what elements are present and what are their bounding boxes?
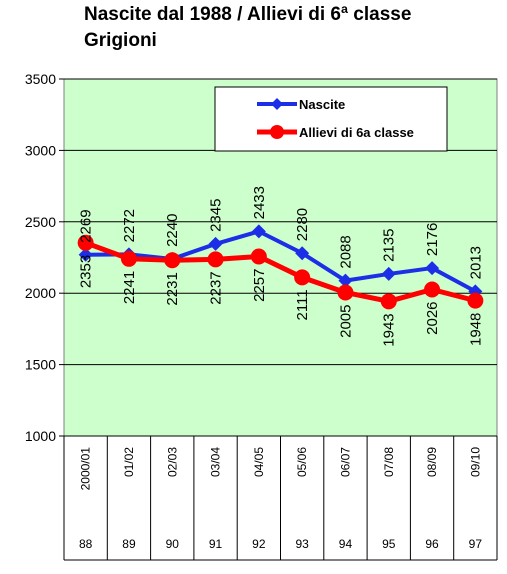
y-tick-label: 1000 [25, 428, 56, 444]
y-tick-label: 2000 [25, 285, 56, 301]
data-label: 2257 [251, 269, 268, 302]
x-tick-label: 04/05 [252, 447, 266, 477]
data-point [120, 250, 137, 267]
data-point [381, 266, 396, 281]
legend-swatch-marker [271, 98, 283, 110]
data-point [207, 251, 224, 268]
data-label: 2026 [424, 301, 441, 334]
x-tick-label: 2000/01 [79, 447, 93, 491]
x-tick-label: 08/09 [425, 447, 439, 477]
legend [214, 86, 448, 152]
birth-year-label: 92 [252, 537, 266, 551]
birth-year-label: 88 [79, 537, 93, 551]
data-label: 2005 [337, 304, 354, 337]
x-tick-label: 09/10 [468, 447, 482, 477]
data-point [77, 234, 94, 251]
chart-title-line-1: Nascite dal 1988 / Allievi di 6ª classe [84, 4, 412, 25]
data-label: 2088 [337, 235, 354, 268]
birth-year-label: 93 [295, 537, 309, 551]
data-label: 2280 [294, 208, 311, 241]
data-point [424, 281, 441, 298]
birth-year-label: 91 [209, 537, 223, 551]
x-tick-label: 02/03 [165, 447, 179, 477]
data-label: 2237 [208, 271, 225, 304]
legend-label: Nascite [299, 97, 345, 112]
data-point [380, 293, 397, 310]
y-tick-label: 3000 [25, 142, 56, 158]
series-line [85, 229, 477, 294]
data-point [425, 261, 440, 276]
y-tick-label: 3500 [25, 71, 56, 87]
data-point [295, 246, 310, 261]
data-label: 2269 [78, 209, 95, 242]
chart-title-line-2: Grigioni [84, 30, 157, 51]
data-label: 2272 [121, 209, 138, 242]
data-label: 2353 [78, 255, 95, 288]
data-point [250, 248, 267, 265]
legend-swatch-marker [270, 125, 284, 139]
x-tick-label: 07/08 [382, 447, 396, 477]
x-tick-label: 01/02 [122, 447, 136, 477]
data-point [467, 292, 484, 309]
data-point [337, 284, 354, 301]
x-tick-label: 06/07 [338, 447, 352, 477]
chart-title: Nascite dal 1988 / Allievi di 6ª classe … [84, 2, 411, 54]
data-point [338, 273, 353, 288]
data-label: 2176 [424, 223, 441, 256]
legend-label: Allievi di 6a classe [299, 125, 414, 140]
data-point [251, 224, 266, 239]
birth-year-label: 95 [382, 537, 396, 551]
data-point [78, 247, 93, 262]
birth-year-label: 90 [166, 537, 180, 551]
birth-year-label: 96 [425, 537, 439, 551]
birth-year-label: 94 [339, 537, 353, 551]
data-label: 1943 [381, 313, 398, 346]
data-label: 2345 [208, 199, 225, 232]
data-label: 2240 [164, 214, 181, 247]
data-label: 2135 [381, 229, 398, 262]
birth-year-label: 89 [122, 537, 136, 551]
birth-year-label: 97 [469, 537, 483, 551]
data-point [294, 269, 311, 286]
data-label: 2433 [251, 186, 268, 219]
data-label: 2231 [164, 272, 181, 305]
data-point [164, 252, 181, 269]
data-label: 2013 [467, 246, 484, 279]
series-line [84, 240, 476, 304]
data-label: 2241 [121, 271, 138, 304]
x-tick-label: 03/04 [209, 447, 223, 477]
y-tick-label: 1500 [25, 357, 56, 373]
data-label: 1948 [467, 313, 484, 346]
x-tick-label: 05/06 [295, 447, 309, 477]
data-label: 2111 [294, 289, 311, 320]
y-tick-label: 2500 [25, 214, 56, 230]
data-point [208, 236, 223, 251]
